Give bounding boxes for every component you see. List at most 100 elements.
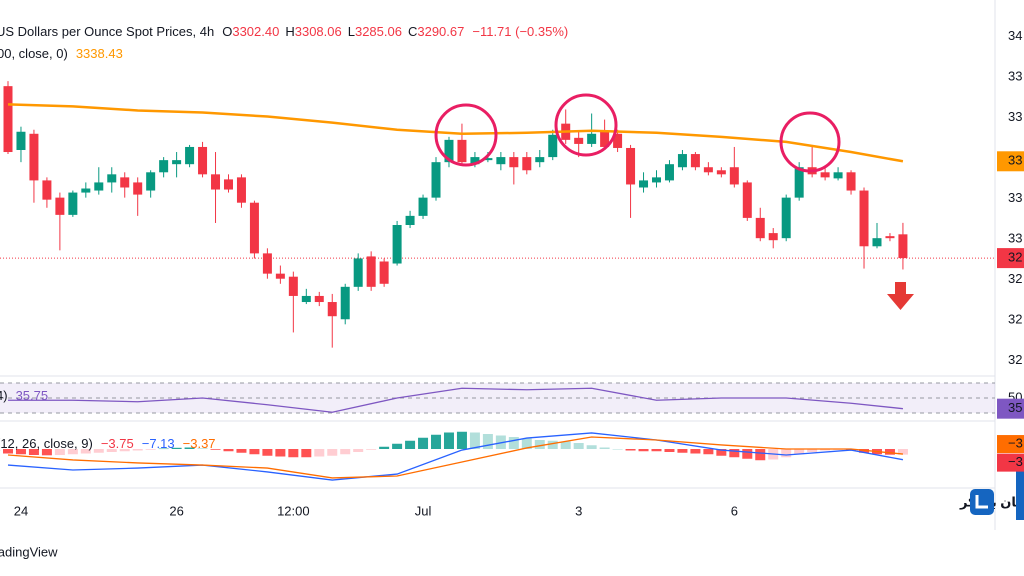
candle-body — [236, 177, 246, 203]
macd-bar — [54, 449, 65, 455]
macd-bar — [392, 443, 403, 449]
rsi-params: 4) — [0, 388, 8, 403]
hist-axis-label: −3 — [1008, 454, 1023, 469]
candle-body — [3, 86, 13, 153]
macd-bar — [327, 449, 338, 456]
ohlc-value: 3285.06 — [355, 24, 402, 39]
candle-body — [457, 139, 467, 163]
macd-legend: (12, 26, close, 9) −3.75 −7.13 −3.37 — [0, 436, 216, 451]
candle-body — [639, 180, 649, 188]
macd-bar — [210, 449, 221, 450]
ma-axis-box — [997, 151, 1024, 172]
x-tick-label: Jul — [415, 503, 432, 518]
ohlc-key: H — [285, 24, 294, 39]
candle-body — [185, 146, 195, 165]
y-tick-label: 33 — [1008, 109, 1022, 124]
rsi-value: 35.75 — [16, 388, 49, 403]
rsi-line — [8, 387, 903, 413]
candle-body — [262, 253, 272, 274]
macd-bar — [664, 449, 675, 452]
macd-bar — [547, 440, 558, 449]
ohlc-value: 3290.67 — [417, 24, 464, 39]
candle-body — [94, 182, 104, 191]
x-tick-label: 12:00 — [277, 503, 310, 518]
side-bar — [1016, 470, 1024, 520]
macd-bar — [301, 449, 312, 458]
candle-body — [223, 179, 233, 190]
macd-bar — [158, 448, 169, 450]
macd-bar — [249, 449, 260, 455]
candle-body — [626, 147, 636, 185]
signal-line — [7, 436, 903, 479]
rsi-axis-box — [997, 398, 1024, 419]
macd-bar — [651, 449, 662, 452]
pattern-circle — [554, 93, 618, 157]
hist-axis-box — [997, 453, 1024, 472]
macd-bar — [599, 447, 610, 449]
macd-hist-value: −3.75 — [101, 436, 134, 451]
ohlc-value: 3308.06 — [295, 24, 342, 39]
macd-bar — [106, 449, 117, 452]
moving-average — [7, 103, 904, 163]
candle-body — [833, 172, 843, 179]
macd-line — [7, 432, 904, 481]
macd-bar — [794, 449, 805, 455]
candle-body — [353, 258, 363, 287]
y-tick-label: 34 — [1008, 28, 1022, 43]
candle-body — [872, 238, 882, 247]
candle-body — [42, 180, 52, 200]
macd-bar — [353, 449, 364, 452]
candle-body — [288, 276, 298, 296]
candle-body — [107, 174, 117, 183]
candle-body — [301, 295, 311, 303]
candle-body — [198, 146, 208, 175]
macd-bar — [184, 447, 195, 449]
last-price-label: 32 — [1008, 250, 1022, 265]
macd-bar — [379, 446, 390, 449]
macd-bar — [15, 449, 26, 455]
candle-body — [431, 162, 441, 198]
candle-body — [755, 217, 765, 239]
ohlc-value: 3302.40 — [232, 24, 279, 39]
candle-body — [444, 139, 454, 163]
x-tick-label: 26 — [169, 503, 183, 518]
candle-body — [379, 261, 389, 284]
candle-body — [133, 182, 143, 195]
candle-body — [613, 133, 623, 148]
candle-body — [496, 157, 506, 165]
ohlc-key: C — [408, 24, 417, 39]
candle-body — [652, 177, 661, 183]
macd-bar — [755, 449, 766, 461]
rsi-legend: 4) 35.75 — [0, 388, 48, 403]
candle-body — [600, 131, 610, 147]
ohlc-key: O — [222, 24, 232, 39]
y-tick-label: 33 — [1008, 190, 1022, 205]
x-tick-label: 24 — [14, 503, 28, 518]
macd-bar — [560, 441, 571, 449]
macd-bar — [456, 431, 467, 449]
candle-body — [392, 225, 402, 264]
candle-body — [509, 157, 519, 168]
x-tick-label: 6 — [731, 503, 738, 518]
macd-bar — [80, 449, 91, 454]
macd-params: (12, 26, close, 9) — [0, 436, 93, 451]
macd-bar — [41, 449, 52, 456]
candle-body — [55, 197, 65, 215]
candle-body — [859, 190, 869, 247]
pattern-circle — [434, 103, 498, 167]
macd-bar — [119, 449, 130, 452]
candle-body — [794, 167, 804, 198]
candle-body — [820, 172, 830, 178]
candle-body — [249, 202, 259, 254]
candle-body — [768, 233, 778, 241]
candle-body — [275, 273, 285, 279]
macd-bar — [443, 432, 454, 449]
macd-bar — [638, 449, 649, 452]
macd-bar — [703, 449, 714, 455]
macd-bar — [288, 449, 299, 458]
y-tick-label: 32 — [1008, 312, 1022, 327]
macd-bar — [586, 445, 597, 449]
candle-body — [781, 197, 791, 239]
macd-bar — [807, 449, 818, 452]
y-tick-label: 33 — [1008, 68, 1022, 83]
